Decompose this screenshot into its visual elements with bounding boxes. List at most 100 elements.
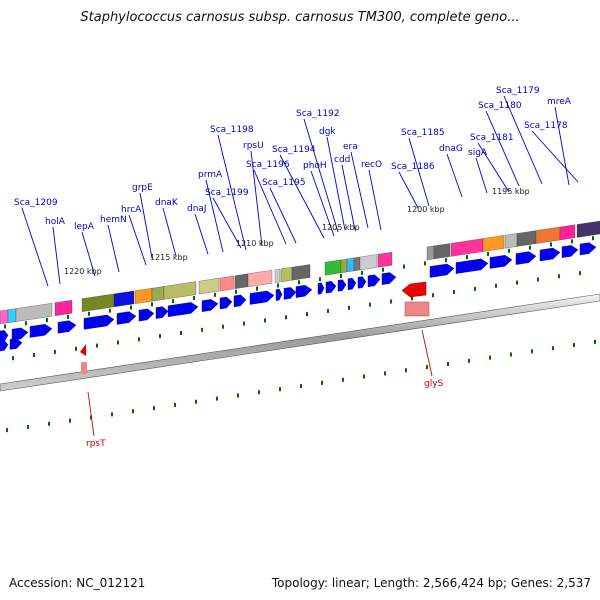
- label-leaders: [21, 95, 579, 437]
- gene-labels[interactable]: 1220 kbp 1215 kbp 1210 kbp 1205 kbp 1200 kbp…: [14, 86, 572, 449]
- gene-arrow-forward[interactable]: [381, 272, 397, 285]
- gene-arrow-forward[interactable]: [249, 290, 275, 305]
- tick-mark: [201, 327, 203, 332]
- gene-arrow-forward[interactable]: [337, 279, 347, 292]
- gene-arrow-forward[interactable]: [57, 320, 77, 334]
- tick-mark: [279, 387, 281, 392]
- gene-label[interactable]: grpE: [132, 183, 153, 193]
- gene-arrow-reverse[interactable]: [401, 281, 427, 298]
- gene-label[interactable]: Sca_1194: [272, 145, 316, 155]
- gene-arrow-forward[interactable]: [275, 288, 283, 301]
- tick-mark: [25, 321, 27, 326]
- gene-label-reverse[interactable]: glyS: [424, 379, 444, 389]
- gene-label-leader: [310, 170, 335, 237]
- gene-label[interactable]: phoH: [303, 161, 327, 171]
- tick-mark: [474, 286, 476, 291]
- gene-arrow-forward[interactable]: [539, 247, 561, 262]
- gene-label[interactable]: era: [343, 142, 358, 152]
- gene-label[interactable]: hemN: [100, 215, 127, 225]
- gene-label-leader: [475, 157, 488, 194]
- tick-mark: [264, 318, 266, 323]
- tick-mark: [235, 289, 237, 294]
- gene-label[interactable]: Sca_1196: [246, 160, 290, 170]
- tick-mark: [327, 308, 329, 313]
- gene-arrow-forward[interactable]: [455, 258, 489, 274]
- gene-arrows[interactable]: [0, 242, 597, 374]
- gene-arrow-forward[interactable]: [429, 263, 455, 278]
- gene-label[interactable]: Sca_1192: [296, 109, 340, 119]
- gene-label[interactable]: hrcA: [121, 205, 142, 215]
- gene-arrow-forward[interactable]: [357, 276, 367, 289]
- annotation-band: [450, 238, 484, 257]
- gene-label[interactable]: Sca_1181: [470, 133, 514, 143]
- gene-label[interactable]: Sca_1199: [205, 188, 249, 198]
- gene-label[interactable]: Sca_1198: [210, 125, 254, 135]
- annotation-band: [134, 288, 153, 304]
- gene-label[interactable]: Sca_1180: [478, 101, 522, 111]
- gene-label[interactable]: dnaG: [439, 144, 463, 154]
- annotation-band: [535, 226, 561, 244]
- gene-label[interactable]: dnaK: [155, 198, 179, 208]
- annotation-band: [359, 254, 378, 271]
- tick-mark: [153, 406, 155, 411]
- gene-label[interactable]: dgk: [319, 127, 336, 137]
- gene-label[interactable]: holA: [45, 217, 66, 227]
- gene-label[interactable]: Sca_1186: [391, 162, 435, 172]
- gene-label[interactable]: Sca_1209: [14, 198, 58, 208]
- gene-arrow-forward[interactable]: [515, 251, 537, 265]
- annotation-band: [482, 235, 505, 252]
- gene-arrow-forward[interactable]: [219, 296, 233, 310]
- gene-label[interactable]: Sca_1185: [401, 128, 445, 138]
- annotation-band: [113, 290, 135, 308]
- annotation-band: [377, 252, 393, 268]
- gene-arrow-forward[interactable]: [9, 338, 23, 350]
- gene-arrow-forward[interactable]: [283, 287, 297, 300]
- gene-arrow-forward[interactable]: [11, 327, 29, 341]
- gene-label[interactable]: mreA: [547, 97, 572, 107]
- gene-label[interactable]: dnaJ: [187, 204, 207, 214]
- tick-mark: [531, 349, 533, 354]
- gene-arrow-forward[interactable]: [138, 308, 155, 322]
- gene-arrow-forward[interactable]: [0, 330, 9, 343]
- gene-arrow-forward[interactable]: [347, 277, 357, 291]
- gene-arrow-forward[interactable]: [155, 306, 169, 319]
- annotation-band: [324, 259, 342, 276]
- gene-label[interactable]: recO: [361, 160, 382, 170]
- gene-label-leader: [269, 187, 297, 244]
- gene-label[interactable]: lepA: [74, 222, 95, 232]
- gene-label[interactable]: prmA: [198, 170, 223, 180]
- gene-arrow-forward[interactable]: [489, 255, 513, 269]
- gene-arrow-forward[interactable]: [579, 242, 597, 256]
- gene-arrow-forward[interactable]: [0, 340, 9, 352]
- gene-arrow-forward[interactable]: [201, 299, 219, 312]
- gene-label[interactable]: rpsU: [243, 141, 264, 151]
- gene-arrow-forward[interactable]: [167, 302, 199, 318]
- annotation-band: [340, 258, 348, 274]
- gene-label-reverse[interactable]: rpsT: [86, 439, 106, 449]
- accession-text: Accession: NC_012121: [9, 576, 146, 590]
- tick-mark: [516, 280, 518, 285]
- gene-arrow-forward[interactable]: [83, 314, 115, 330]
- gene-label[interactable]: Sca_1195: [262, 178, 306, 188]
- gene-arrow-forward[interactable]: [233, 294, 247, 308]
- gene-arrow-forward[interactable]: [295, 285, 313, 298]
- tick-mark: [348, 305, 350, 310]
- tick-mark: [174, 402, 176, 407]
- gene-arrow-forward[interactable]: [317, 282, 325, 295]
- tick-mark: [90, 415, 92, 420]
- gene-annotation-reverse: [404, 301, 430, 317]
- gene-label[interactable]: sigA: [468, 148, 488, 158]
- tick-mark: [67, 314, 69, 319]
- gene-label-leader: [279, 154, 325, 239]
- annotation-band: [353, 256, 361, 272]
- gene-label[interactable]: cdd: [334, 155, 350, 165]
- gene-arrow-forward[interactable]: [325, 281, 337, 294]
- gene-arrow-forward[interactable]: [367, 274, 381, 288]
- gene-arrow-forward[interactable]: [29, 324, 53, 338]
- gene-arrow-forward[interactable]: [116, 311, 137, 325]
- gene-label[interactable]: Sca_1178: [524, 121, 568, 131]
- gene-arrow-reverse[interactable]: [80, 344, 86, 356]
- gene-label[interactable]: Sca_1179: [496, 86, 540, 96]
- gene-arrow-forward[interactable]: [561, 245, 579, 258]
